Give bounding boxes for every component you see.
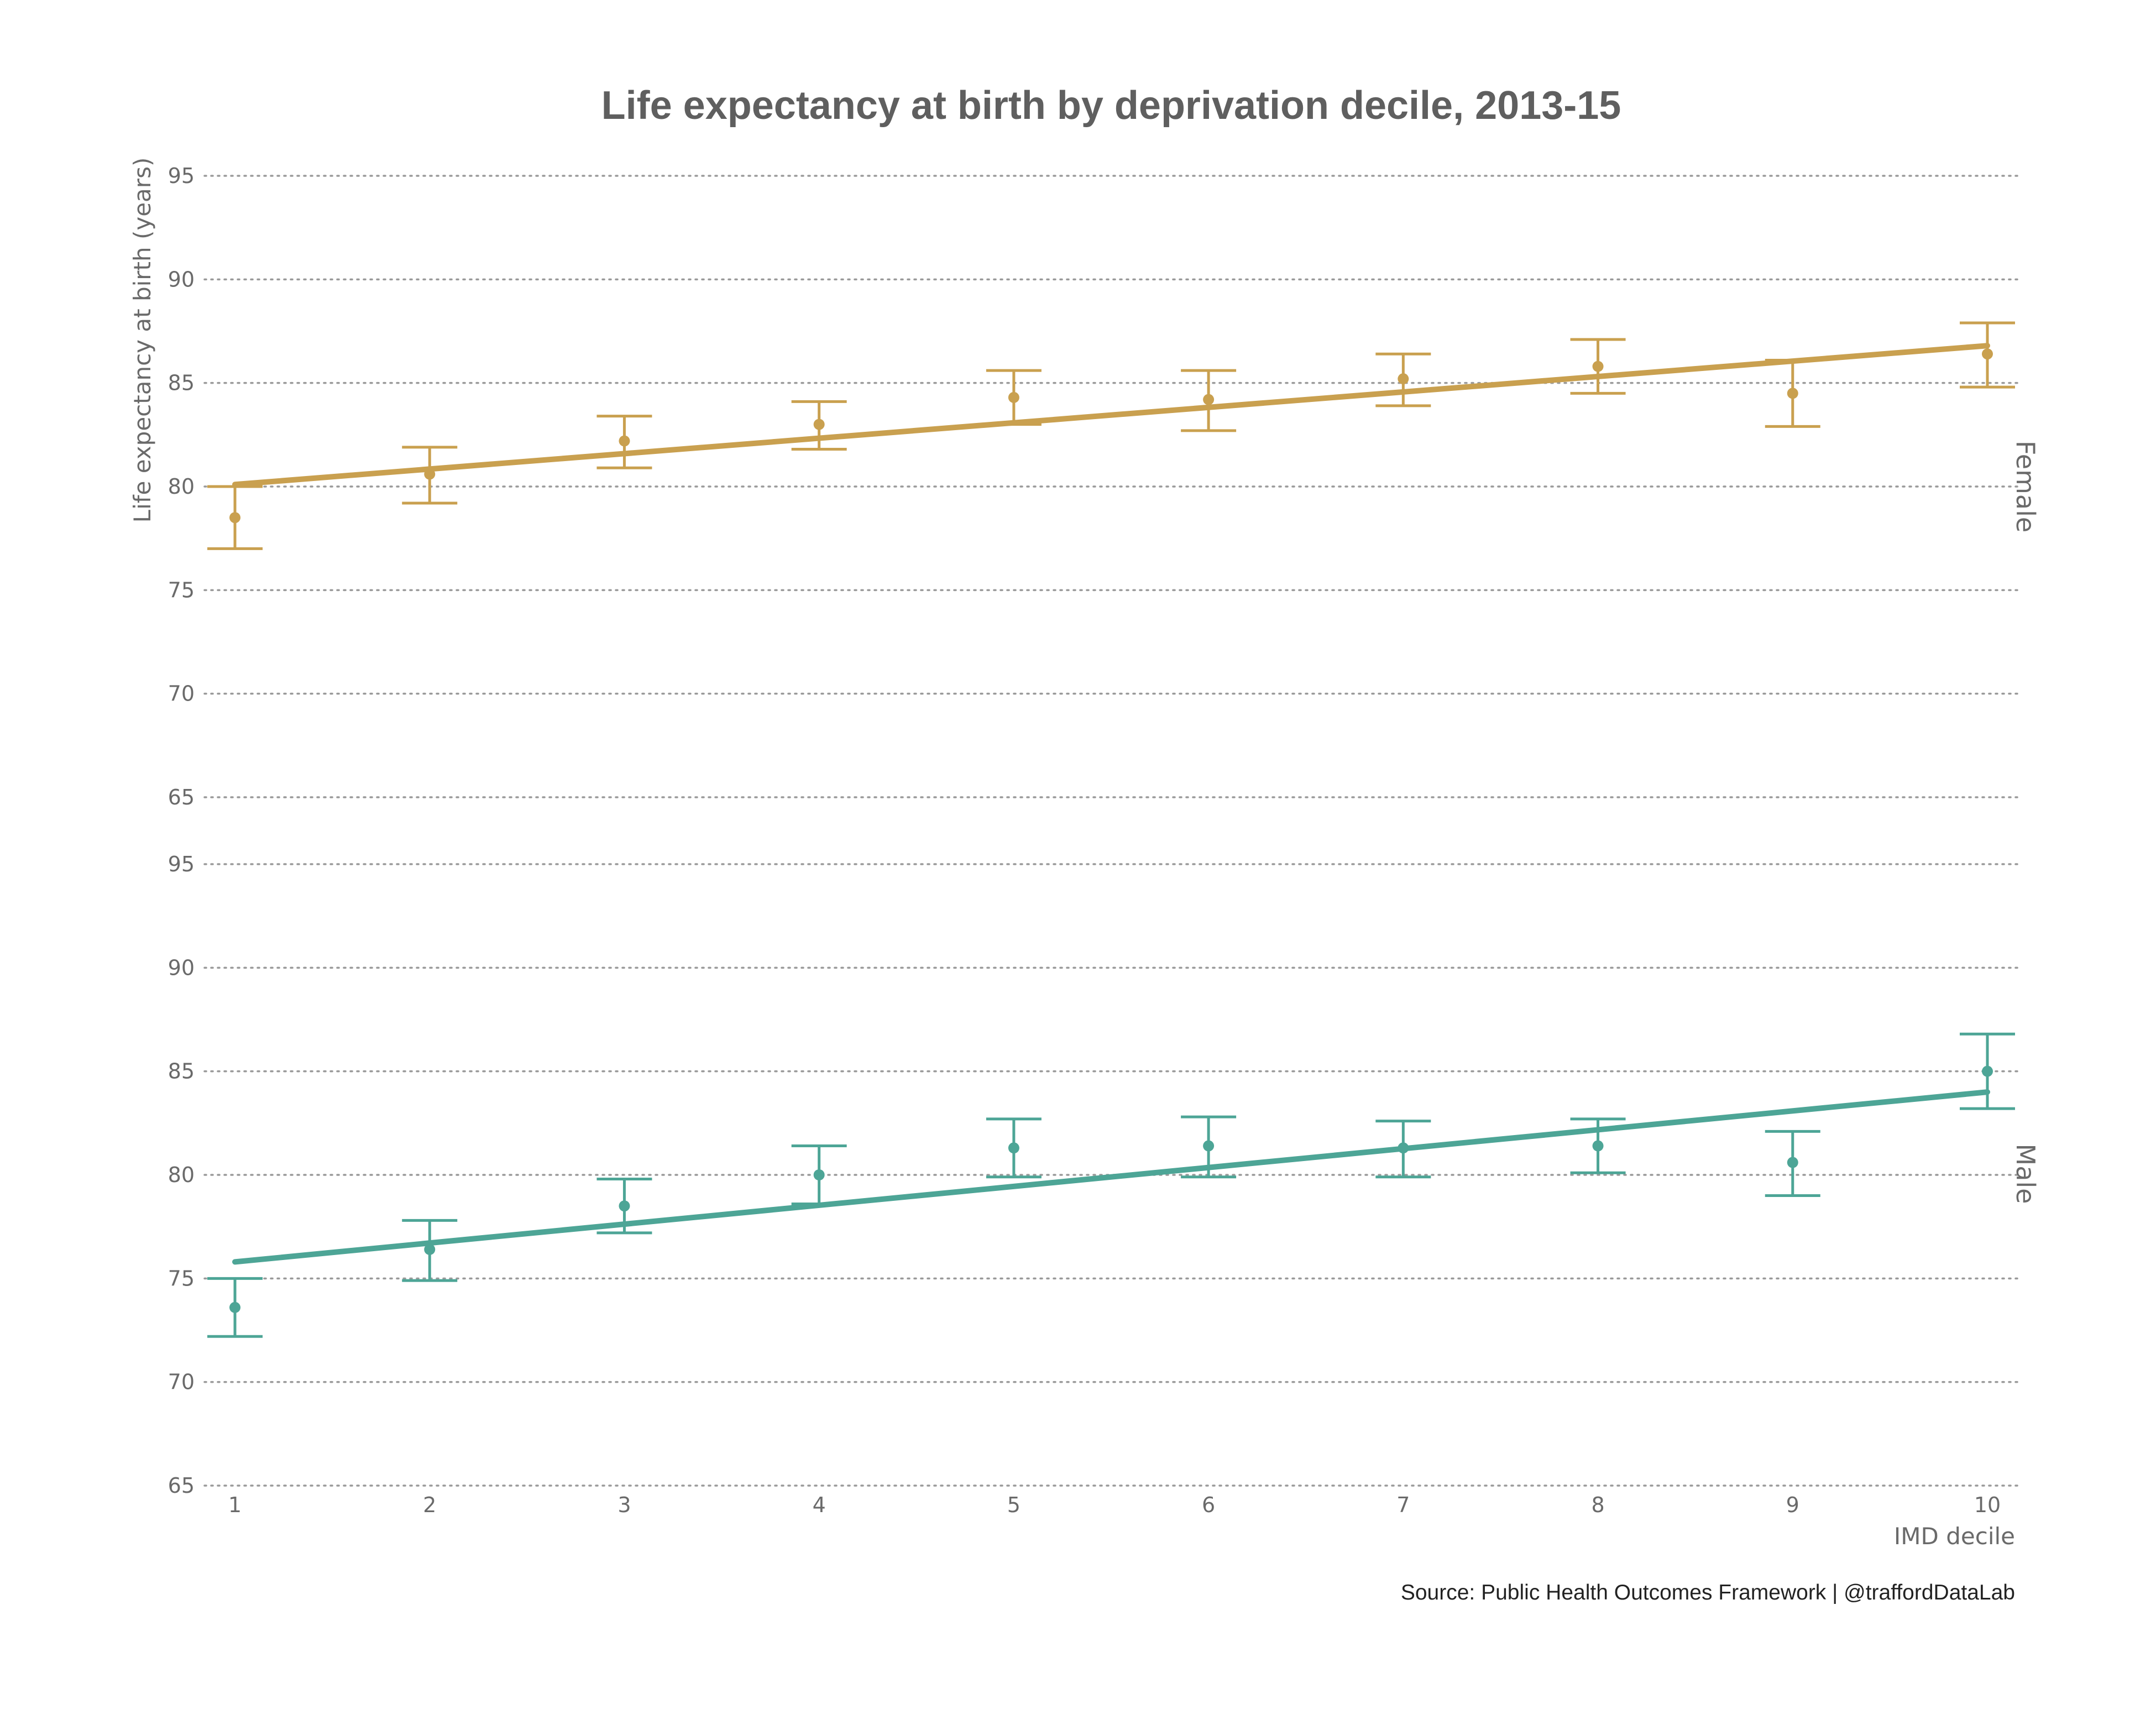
x-tick-label-2: 2 xyxy=(423,1493,436,1517)
x-tick-label-10: 10 xyxy=(1974,1493,2001,1517)
data-point-male-5 xyxy=(1008,1142,1019,1154)
trend-line-male xyxy=(232,1089,1990,1265)
y-tick-label-male-90: 90 xyxy=(168,955,195,980)
y-tick-label-female-85: 85 xyxy=(168,371,195,395)
x-tick-label-5: 5 xyxy=(1007,1493,1021,1517)
data-point-female-8 xyxy=(1592,360,1604,372)
data-point-male-3 xyxy=(619,1200,630,1212)
panel-male: 65 70 75 80 85 90 95 Male xyxy=(168,852,2040,1498)
x-tick-label-4: 4 xyxy=(813,1493,826,1517)
facet-label-male: Male xyxy=(2011,1144,2040,1204)
data-point-female-4 xyxy=(813,419,825,430)
y-tick-label-male-85: 85 xyxy=(168,1059,195,1084)
y-tick-label-female-65: 65 xyxy=(168,785,195,809)
y-tick-label-male-95: 95 xyxy=(168,852,195,876)
y-axis-title: Life expectancy at birth (years) xyxy=(129,158,156,523)
y-tick-label-female-70: 70 xyxy=(168,682,195,706)
x-tick-label-7: 7 xyxy=(1396,1493,1410,1517)
chart-title: Life expectancy at birth by deprivation … xyxy=(601,83,1621,128)
data-point-female-1 xyxy=(229,512,240,524)
y-tick-label-male-65: 65 xyxy=(168,1473,195,1498)
x-tick-label-9: 9 xyxy=(1786,1493,1799,1517)
y-tick-label-male-70: 70 xyxy=(168,1370,195,1394)
data-point-male-1 xyxy=(229,1301,240,1313)
y-tick-label-female-80: 80 xyxy=(168,474,195,499)
y-tick-label-female-75: 75 xyxy=(168,578,195,602)
y-tick-label-female-90: 90 xyxy=(168,267,195,291)
data-point-male-8 xyxy=(1592,1140,1604,1152)
chart-panels: 65 70 75 80 85 90 95 Female 65 70 75 80 85 90 95 Male xyxy=(168,164,2040,1498)
panel-female: 65 70 75 80 85 90 95 Female xyxy=(168,164,2040,809)
x-axis-ticks: 1 2 3 4 5 6 7 8 9 10 xyxy=(228,1493,2001,1517)
source-caption: Source: Public Health Outcomes Framework… xyxy=(1401,1581,2015,1604)
x-tick-label-1: 1 xyxy=(228,1493,242,1517)
data-point-male-10 xyxy=(1982,1065,1993,1077)
facet-label-female: Female xyxy=(2011,441,2040,532)
y-tick-label-male-75: 75 xyxy=(168,1266,195,1290)
data-point-female-6 xyxy=(1203,394,1215,405)
data-point-female-10 xyxy=(1982,348,1993,360)
data-point-male-6 xyxy=(1203,1140,1215,1152)
data-point-female-5 xyxy=(1008,391,1019,403)
x-tick-label-3: 3 xyxy=(618,1493,631,1517)
x-tick-label-8: 8 xyxy=(1591,1493,1604,1517)
x-axis-title: IMD decile xyxy=(1894,1523,2015,1550)
data-point-female-9 xyxy=(1787,388,1798,399)
data-point-female-2 xyxy=(424,468,436,480)
x-tick-label-6: 6 xyxy=(1202,1493,1215,1517)
trend-line-female xyxy=(232,343,1990,488)
data-point-male-7 xyxy=(1398,1142,1409,1154)
data-point-male-9 xyxy=(1787,1157,1798,1168)
y-tick-label-female-95: 95 xyxy=(168,164,195,188)
data-point-male-4 xyxy=(813,1169,825,1180)
data-point-male-2 xyxy=(424,1243,436,1255)
data-point-female-7 xyxy=(1398,373,1409,385)
y-tick-label-male-80: 80 xyxy=(168,1163,195,1187)
data-point-female-3 xyxy=(619,435,630,447)
